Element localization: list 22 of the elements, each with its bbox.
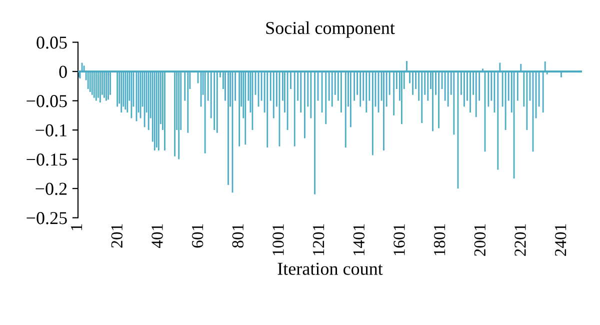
x-tick-label: 1801 <box>434 224 446 256</box>
x-tick-label: 201 <box>111 224 123 248</box>
y-tick-label: −0.05 <box>26 95 67 108</box>
x-tick-label: 601 <box>192 224 204 248</box>
x-axis-title: Iteration count <box>278 262 383 275</box>
x-tick-label: 1001 <box>272 224 284 256</box>
x-tick-label: 1201 <box>312 224 324 256</box>
x-tick-label: 401 <box>152 224 163 248</box>
y-tick-label: 0.05 <box>36 36 67 49</box>
x-tick-label: 2401 <box>554 224 566 256</box>
x-tick-label: 2201 <box>514 224 526 256</box>
x-tick-label: 2001 <box>474 224 486 256</box>
x-tick-label: 1601 <box>394 224 405 256</box>
y-tick-label: −0.25 <box>26 212 67 224</box>
chart-title: Social component <box>266 21 395 38</box>
y-tick-label: −0.15 <box>26 154 67 166</box>
x-tick-label: 1 <box>71 224 82 230</box>
y-tick-label: −0.1 <box>36 124 66 137</box>
y-tick-label: 0 <box>59 66 67 78</box>
x-tick-label: 801 <box>232 224 244 248</box>
x-tick-label: 1401 <box>353 224 365 256</box>
y-tick-label: −0.2 <box>36 182 67 196</box>
